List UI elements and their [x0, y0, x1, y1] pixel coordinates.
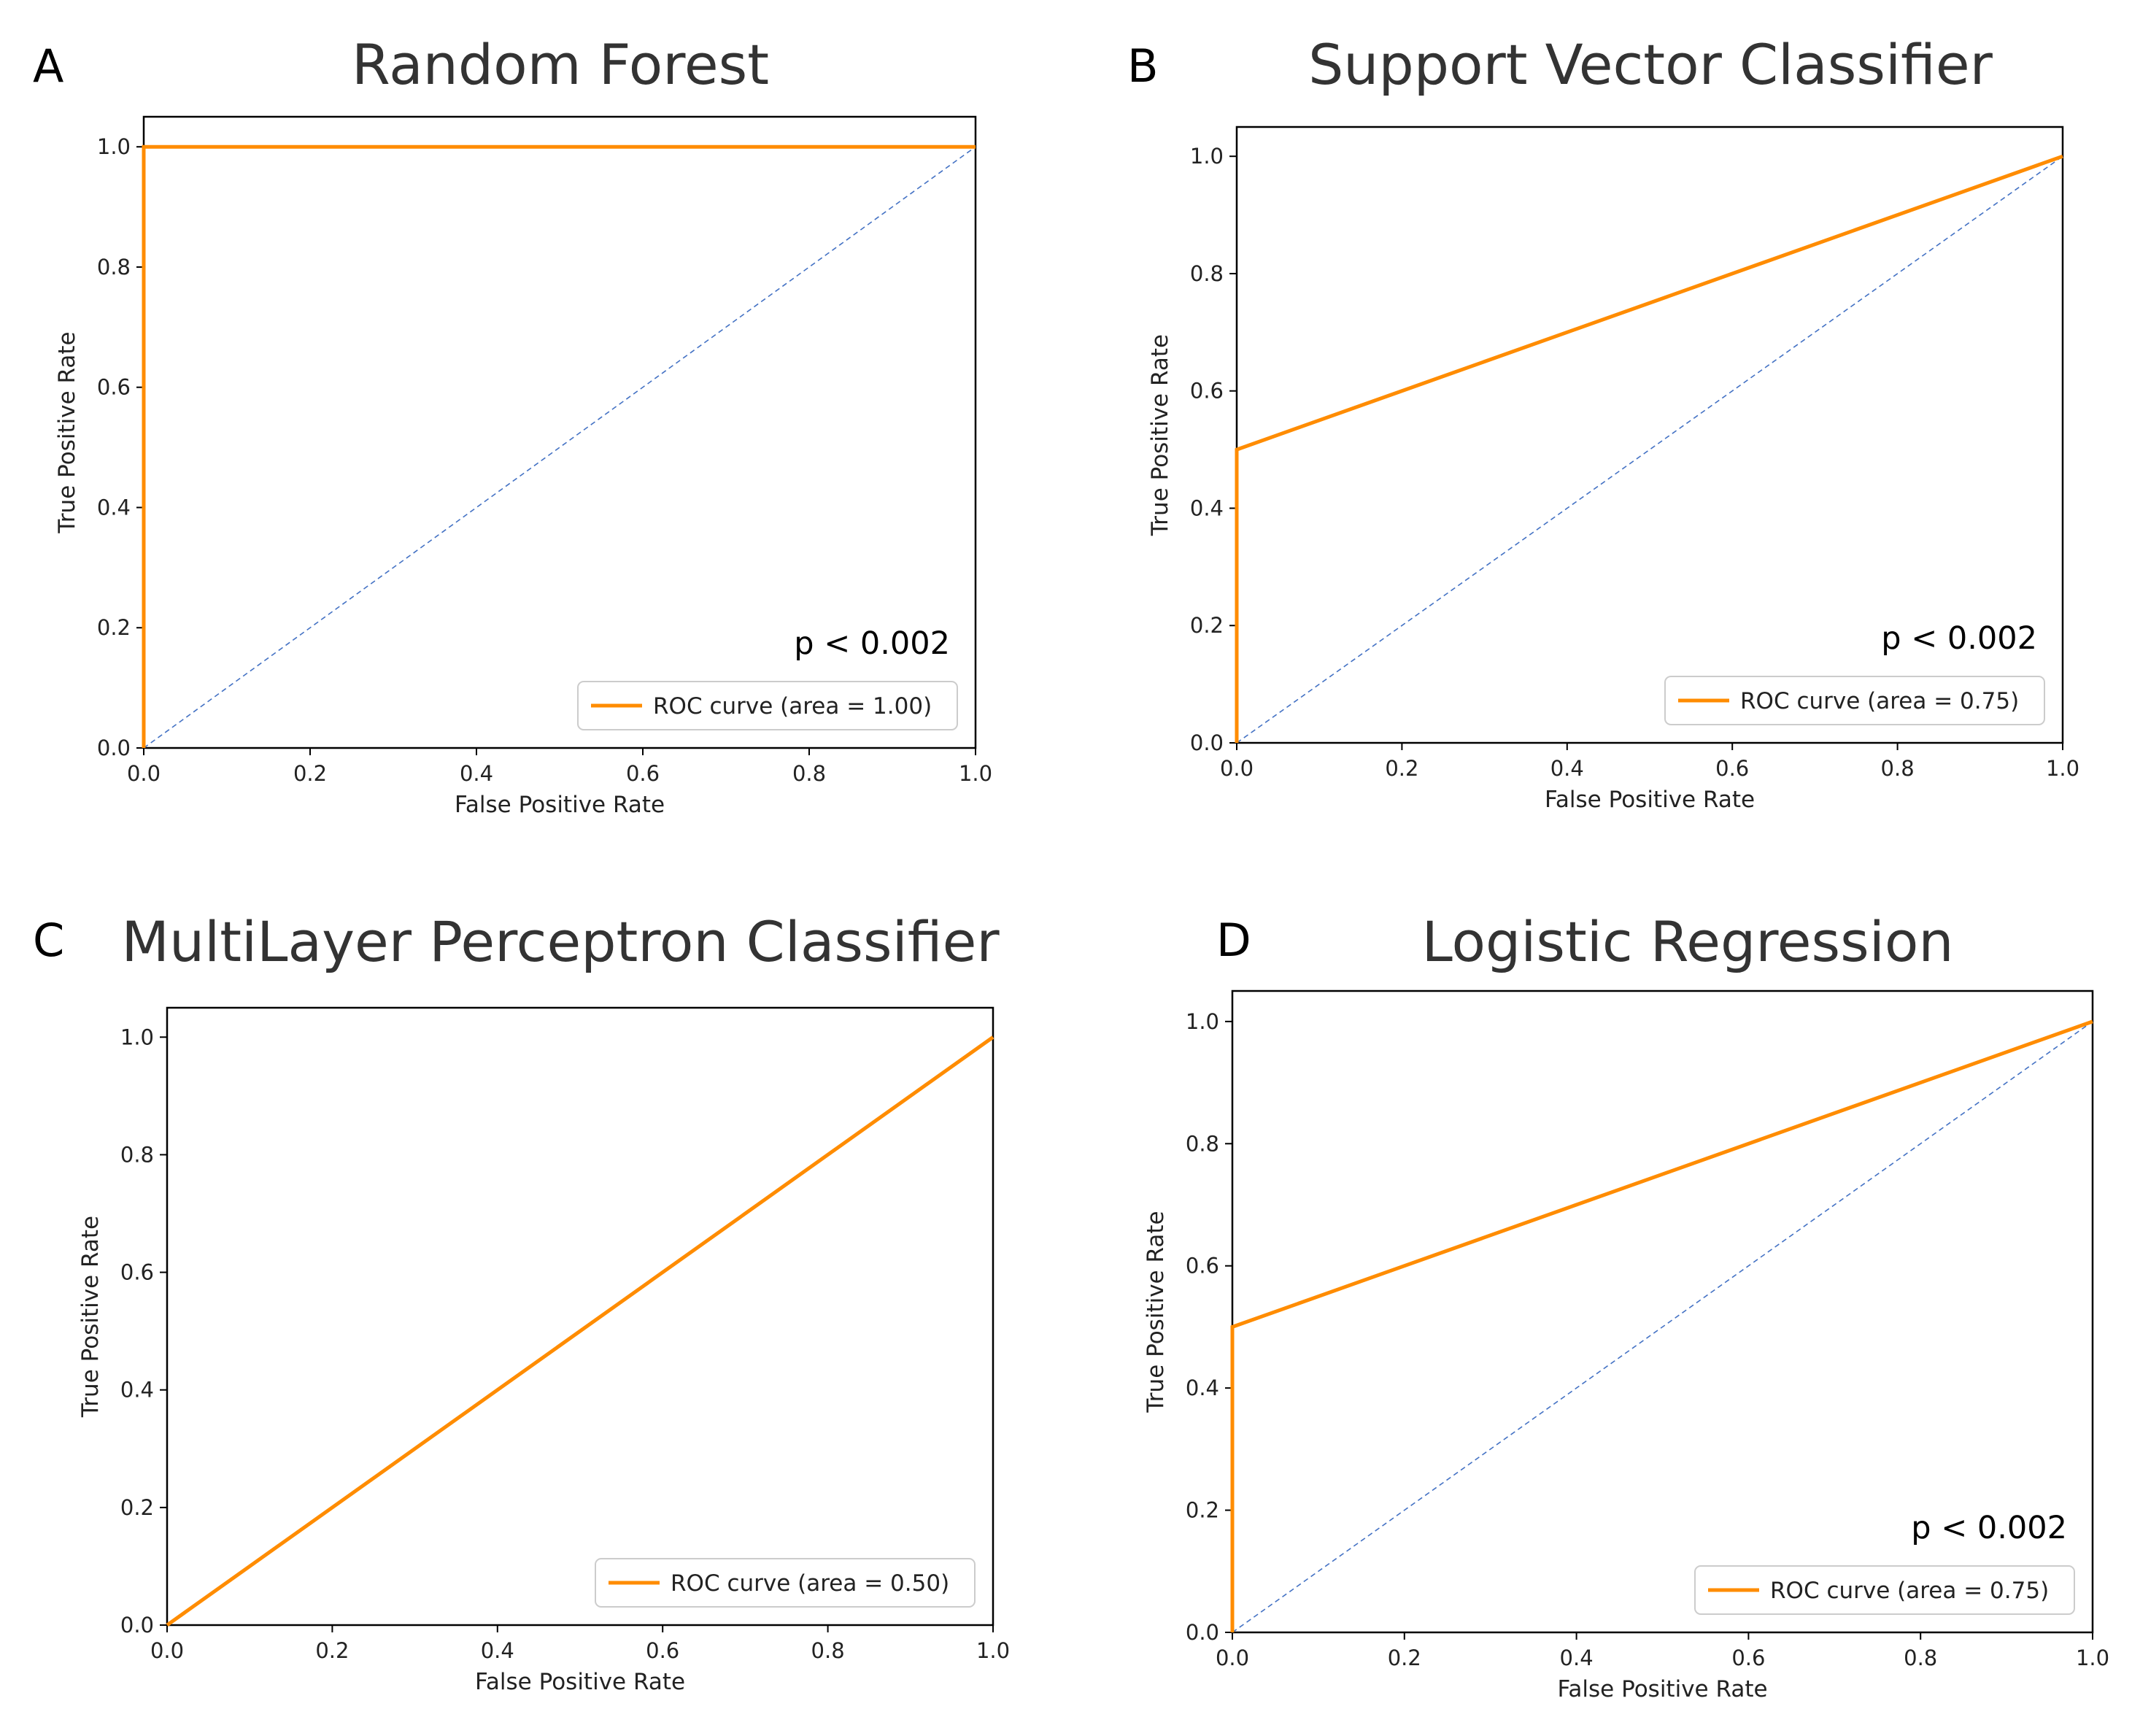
x-tick-label: 1.0: [959, 761, 992, 786]
y-tick-label: 0.2: [1190, 613, 1224, 638]
panel-letter: D: [1216, 914, 1251, 967]
chart-title: MultiLayer Perceptron Classifier: [121, 909, 1000, 974]
legend-label: ROC curve (area = 0.50): [671, 1570, 949, 1597]
roc-curve-line: [142, 144, 976, 748]
y-tick-label: 0.0: [1190, 730, 1224, 755]
x-tick-label: 0.2: [293, 761, 327, 786]
y-tick-label: 0.0: [97, 736, 131, 760]
legend: ROC curve (area = 0.75): [1664, 676, 2045, 725]
y-tick-label: 0.6: [1186, 1254, 1219, 1278]
x-tick-label: 0.8: [811, 1638, 845, 1663]
chart-title: Random Forest: [352, 32, 769, 97]
x-tick-label: 0.4: [460, 761, 493, 786]
axes-frame: [1231, 989, 2094, 1634]
x-axis-label: False Positive Rate: [1557, 1676, 1767, 1702]
y-tick-label: 0.2: [97, 615, 131, 640]
y-axis-label: True Positive Rate: [1143, 1211, 1169, 1413]
x-tick-label: 0.0: [1220, 756, 1254, 781]
axes-frame: [166, 1006, 994, 1627]
x-tick-label: 0.2: [315, 1638, 349, 1663]
y-tick-label: 0.6: [1190, 379, 1224, 404]
x-tick-label: 0.0: [127, 761, 161, 786]
x-axis-label: False Positive Rate: [1545, 787, 1755, 813]
chart-panel-b: B Support Vector Classifier 0.0 0.2 0.4 0.6 0.…: [1127, 32, 2079, 813]
x-tick-label: 0.6: [1715, 756, 1749, 781]
y-tick-label: 1.0: [120, 1025, 154, 1049]
x-tick-label: 0.6: [646, 1638, 679, 1663]
y-tick-label: 0.2: [1186, 1498, 1219, 1523]
x-tick-label: 1.0: [2046, 756, 2079, 781]
chart-panel-c: C MultiLayer Perceptron Classifier 0.0 0.2 0…: [33, 909, 1010, 1695]
y-tick-label: 0.2: [120, 1495, 154, 1520]
x-tick-label: 0.6: [626, 761, 660, 786]
y-tick-label: 0.8: [1186, 1131, 1219, 1156]
chance-line: [1232, 1021, 2093, 1633]
x-tick-label: 0.4: [1560, 1646, 1594, 1670]
legend-label: ROC curve (area = 0.75): [1740, 688, 2019, 714]
y-tick-label: 1.0: [97, 134, 131, 159]
legend-box: [595, 1558, 976, 1608]
panel-letter: C: [33, 914, 64, 967]
x-tick-label: 0.2: [1385, 756, 1418, 781]
p-value-annotation: p < 0.002: [1881, 620, 2037, 657]
y-axis-label: True Positive Rate: [1147, 334, 1173, 536]
y-tick-label: 0.8: [97, 255, 131, 279]
x-tick-label: 0.8: [1904, 1646, 1937, 1670]
chance-line: [1236, 155, 2063, 744]
p-value-annotation: p < 0.002: [794, 625, 950, 662]
y-tick-label: 0.4: [1186, 1376, 1219, 1400]
y-axis-label: True Positive Rate: [54, 331, 80, 533]
y-tick-label: 0.4: [97, 495, 131, 520]
legend-label: ROC curve (area = 0.75): [1770, 1578, 2049, 1604]
x-tick-label: 0.8: [792, 761, 826, 786]
x-axis-label: False Positive Rate: [455, 792, 665, 818]
x-tick-label: 0.8: [1881, 756, 1915, 781]
x-tick-label: 0.6: [1731, 1646, 1765, 1670]
x-tick-label: 0.4: [1550, 756, 1584, 781]
x-axis-label: False Positive Rate: [475, 1669, 685, 1695]
x-tick-label: 0.0: [150, 1638, 184, 1663]
panel-letter: A: [33, 39, 63, 93]
y-tick-label: 0.0: [1186, 1620, 1219, 1645]
roc-curve-line: [1235, 154, 2063, 743]
y-tick-label: 0.0: [120, 1613, 154, 1637]
legend: ROC curve (area = 0.50): [595, 1558, 976, 1608]
legend: ROC curve (area = 1.00): [577, 681, 958, 730]
chance-line: [143, 146, 976, 749]
y-tick-label: 0.6: [97, 375, 131, 400]
x-tick-label: 0.2: [1388, 1646, 1421, 1670]
chart-panel-d: D Logistic Regression 0.0 0.2 0.4 0.6 0.8 1.0 0.…: [1143, 909, 2109, 1702]
panel-letter: B: [1127, 39, 1159, 93]
y-tick-label: 0.4: [120, 1378, 154, 1403]
x-tick-label: 0.0: [1216, 1646, 1249, 1670]
y-tick-label: 1.0: [1190, 144, 1224, 169]
p-value-annotation: p < 0.002: [1911, 1510, 2067, 1546]
legend-box: [1664, 676, 2045, 725]
legend: ROC curve (area = 0.75): [1694, 1565, 2075, 1615]
chart-panel-a: A Random Forest 0.0 0.2 0.4 0.6 0.8 1.0 0.0 0.2 0.…: [33, 32, 992, 818]
y-tick-label: 0.8: [120, 1142, 154, 1167]
axes-frame: [1235, 126, 2064, 744]
x-tick-label: 1.0: [976, 1638, 1010, 1663]
roc-curve-line: [166, 1035, 994, 1627]
legend-box: [1694, 1565, 2075, 1615]
roc-curve-line: [1230, 1019, 2093, 1632]
y-tick-label: 0.6: [120, 1260, 154, 1285]
y-tick-label: 1.0: [1186, 1009, 1219, 1034]
y-axis-label: True Positive Rate: [77, 1216, 104, 1418]
x-tick-label: 1.0: [2076, 1646, 2109, 1670]
y-tick-label: 0.4: [1190, 495, 1224, 520]
chart-title: Support Vector Classifier: [1308, 32, 1993, 97]
legend-box: [577, 681, 958, 730]
y-tick-label: 0.8: [1190, 261, 1224, 286]
legend-label: ROC curve (area = 1.00): [653, 693, 932, 720]
x-tick-label: 0.4: [481, 1638, 514, 1663]
chart-title: Logistic Regression: [1421, 909, 1953, 974]
